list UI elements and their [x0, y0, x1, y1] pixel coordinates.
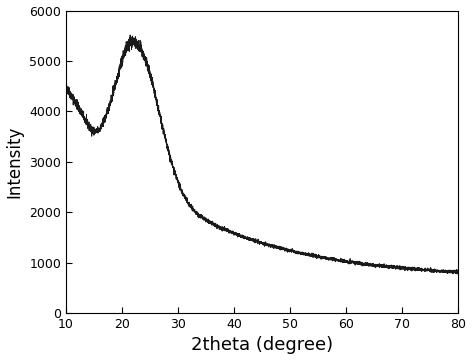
Y-axis label: Intensity: Intensity [6, 126, 24, 198]
X-axis label: 2theta (degree): 2theta (degree) [191, 337, 333, 355]
